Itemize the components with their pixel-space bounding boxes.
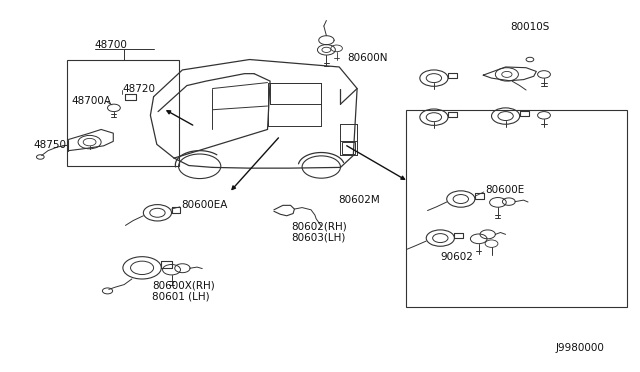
Text: 90602: 90602 bbox=[440, 252, 473, 262]
Text: 80602(RH): 80602(RH) bbox=[291, 222, 347, 232]
Text: 80600N: 80600N bbox=[348, 54, 388, 63]
Bar bbox=[406, 110, 627, 307]
Text: 48720: 48720 bbox=[123, 84, 156, 93]
Bar bbox=[67, 60, 179, 166]
Text: 80603(LH): 80603(LH) bbox=[291, 232, 346, 242]
Text: 80600E: 80600E bbox=[485, 185, 524, 195]
Text: 80600X(RH): 80600X(RH) bbox=[152, 281, 215, 291]
Text: 48700: 48700 bbox=[95, 41, 127, 50]
Text: 48750: 48750 bbox=[33, 140, 67, 150]
Bar bbox=[342, 142, 355, 154]
Text: 80601 (LH): 80601 (LH) bbox=[152, 291, 210, 301]
Text: 80602M: 80602M bbox=[338, 195, 380, 205]
Text: 80010S: 80010S bbox=[511, 22, 550, 32]
Text: 48700A: 48700A bbox=[72, 96, 112, 106]
Text: 80600EA: 80600EA bbox=[181, 200, 227, 209]
Text: J9980000: J9980000 bbox=[556, 343, 604, 353]
